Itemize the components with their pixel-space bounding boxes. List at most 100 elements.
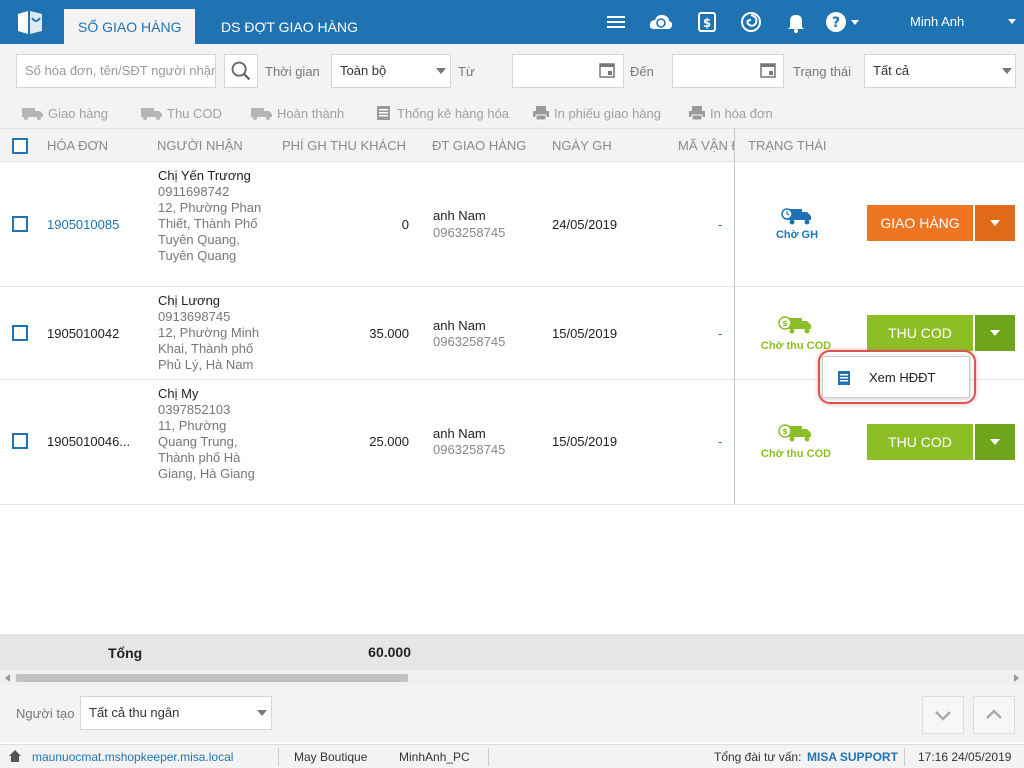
scroll-right-icon[interactable] — [1014, 674, 1019, 682]
tab-delivery-book[interactable]: SỔ GIAO HÀNG — [64, 9, 196, 44]
delivery-date: 24/05/2019 — [552, 217, 618, 232]
printer-icon — [689, 106, 705, 121]
invoice-number[interactable]: 1905010085 — [47, 217, 120, 232]
complete-action[interactable]: Hoàn thành — [247, 105, 344, 121]
from-label: Từ — [458, 64, 475, 79]
scroll-down-button[interactable] — [922, 696, 964, 734]
time-select[interactable]: Toàn bộ — [331, 54, 451, 88]
delivery-fee: 35.000 — [369, 326, 409, 341]
money-icon[interactable]: $ — [696, 11, 718, 33]
user-name[interactable]: Minh Anh — [910, 14, 965, 29]
col-recipient[interactable]: NGƯỜI NHẬN — [157, 138, 243, 153]
chevron-down-icon — [990, 330, 1000, 336]
status-select[interactable]: Tất cả — [864, 54, 1016, 88]
svg-text:$: $ — [782, 427, 788, 436]
tab-delivery-batches[interactable]: DS ĐỢT GIAO HÀNG — [221, 19, 358, 35]
col-tracking[interactable]: MÃ VẬN ĐƠN — [678, 138, 734, 153]
deliver-button[interactable]: GIAO HÀNG — [867, 205, 973, 241]
from-date-input[interactable] — [512, 54, 624, 88]
deliver-action[interactable]: Giao hàng — [18, 105, 108, 121]
status-badge: Chờ thu COD — [760, 448, 832, 460]
collect-cod-button[interactable]: THU COD — [867, 424, 973, 460]
search-icon — [231, 61, 251, 81]
time-label: Thời gian — [265, 64, 320, 79]
scrollbar-thumb[interactable] — [16, 674, 408, 682]
shipper-name: anh Nam — [433, 318, 486, 333]
waiting-cod-icon: $ — [778, 424, 811, 442]
spiral-icon[interactable] — [740, 11, 762, 33]
col-shipper[interactable]: ĐT GIAO HÀNG — [432, 138, 527, 153]
collect-cod-action[interactable]: Thu COD — [137, 105, 222, 121]
from-calendar-icon[interactable] — [599, 62, 615, 78]
help-dropdown-icon[interactable] — [851, 20, 859, 25]
scroll-left-icon[interactable] — [5, 674, 10, 682]
to-label: Đến — [630, 64, 654, 79]
deliver-dropdown-button[interactable] — [975, 205, 1015, 241]
chevron-down-icon — [990, 439, 1000, 445]
collect-cod-dropdown-button[interactable] — [975, 424, 1015, 460]
user-menu-chevron-icon[interactable] — [1008, 19, 1016, 24]
recipient-info: Chị My 0397852103 11, Phường Quang Trung… — [158, 386, 255, 481]
goods-stats-action[interactable]: Thống kê hàng hóa — [375, 105, 509, 121]
scroll-up-button[interactable] — [973, 696, 1015, 734]
collect-cod-dropdown-button[interactable] — [975, 315, 1015, 351]
select-all-checkbox[interactable] — [12, 138, 28, 154]
total-label: Tổng — [108, 645, 143, 661]
bell-icon[interactable] — [785, 11, 807, 33]
tracking-code: - — [718, 434, 723, 449]
help-icon[interactable]: ? — [825, 11, 847, 33]
list-doc-icon — [377, 106, 390, 120]
menu-icon[interactable] — [605, 11, 627, 33]
collect-cod-button[interactable]: THU COD — [867, 315, 973, 351]
col-fee[interactable]: PHÍ GH THU KHÁCH — [282, 138, 406, 153]
search-button[interactable] — [224, 54, 258, 88]
col-date[interactable]: NGÀY GH — [552, 138, 612, 153]
table-row[interactable]: 1905010085 Chị Yến Trương 0911698742 12,… — [0, 162, 1024, 287]
home-icon[interactable] — [8, 749, 22, 763]
waiting-cod-icon: $ — [778, 316, 811, 334]
chevron-down-icon — [935, 711, 951, 721]
horizontal-scrollbar[interactable] — [0, 670, 1024, 686]
view-e-invoice-menu-item[interactable]: Xem HĐĐT — [869, 370, 936, 385]
divider — [904, 748, 905, 766]
cod-truck-icon — [141, 108, 162, 120]
search-input[interactable]: Số hóa đơn, tên/SĐT người nhận — [16, 54, 216, 88]
svg-text:$: $ — [703, 16, 711, 30]
chevron-up-icon — [986, 709, 1002, 719]
pc-name: MinhAnh_PC — [399, 750, 470, 764]
print-delivery-slip-action[interactable]: In phiếu giao hàng — [532, 105, 661, 121]
col-invoice[interactable]: HÓA ĐƠN — [47, 138, 108, 153]
hotline-link[interactable]: MISA SUPPORT — [807, 750, 898, 764]
delivery-date: 15/05/2019 — [552, 434, 618, 449]
print-invoice-action[interactable]: In hóa đơn — [688, 105, 773, 121]
status-badge: Chờ GH — [775, 229, 819, 241]
tracking-code: - — [718, 217, 723, 232]
creator-select[interactable]: Tất cả thu ngân — [80, 696, 272, 730]
svg-text:?: ? — [832, 15, 840, 31]
row-checkbox[interactable] — [12, 325, 28, 341]
svg-text:$: $ — [782, 319, 788, 328]
status-bar: maunuocmat.mshopkeeper.misa.local May Bo… — [0, 744, 1024, 768]
to-calendar-icon[interactable] — [760, 62, 776, 78]
domain-link[interactable]: maunuocmat.mshopkeeper.misa.local — [32, 750, 234, 764]
printer-icon — [533, 106, 549, 121]
chevron-down-icon — [990, 220, 1000, 226]
delivery-date: 15/05/2019 — [552, 326, 618, 341]
creator-chevron-down-icon — [257, 710, 267, 716]
total-row: Tổng 60.000 — [0, 634, 1024, 670]
row-checkbox[interactable] — [12, 216, 28, 232]
to-date-input[interactable] — [672, 54, 784, 88]
shipper-name: anh Nam — [433, 426, 486, 441]
col-status[interactable]: TRẠNG THÁI — [748, 138, 827, 153]
truck-icon — [22, 108, 43, 120]
app-logo-icon — [18, 11, 42, 34]
table-row[interactable]: 1905010046... Chị My 0397852103 11, Phườ… — [0, 380, 1024, 505]
action-toolbar — [0, 98, 1024, 128]
shipper-phone: 0963258745 — [433, 334, 506, 349]
row-checkbox[interactable] — [12, 433, 28, 449]
invoice-number[interactable]: 1905010046... — [47, 434, 131, 449]
cloud-sync-icon[interactable] — [648, 11, 674, 33]
invoice-number[interactable]: 1905010042 — [47, 326, 120, 341]
recipient-info: Chị Lương 0913698745 12, Phường Minh Kha… — [158, 293, 260, 372]
status-chevron-down-icon — [1002, 68, 1012, 74]
